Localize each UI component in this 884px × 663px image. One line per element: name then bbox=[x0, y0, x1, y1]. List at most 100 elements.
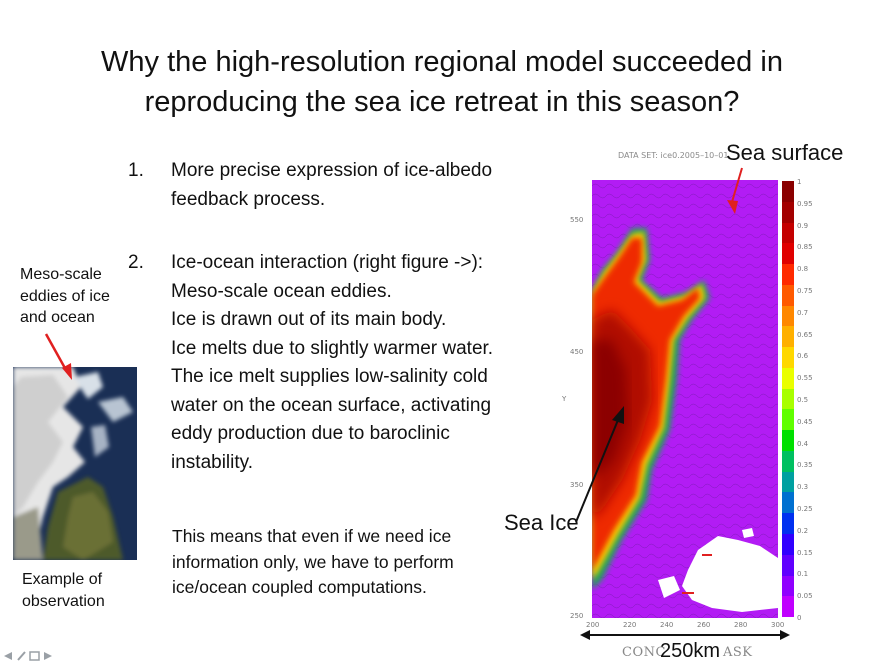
colorbar-segment bbox=[782, 492, 794, 514]
slide-title: Why the high-resolution regional model s… bbox=[0, 42, 884, 122]
x-tick-label: 220 bbox=[623, 621, 637, 629]
colorbar-segment bbox=[782, 513, 794, 535]
y-axis-letter: Y bbox=[562, 395, 567, 403]
observation-caption-bottom: Example of observation bbox=[22, 569, 105, 612]
colorbar-segment bbox=[782, 471, 794, 493]
point-2-line: instability. bbox=[171, 451, 254, 473]
colorbar-segment bbox=[782, 430, 794, 451]
x-tick-label: 260 bbox=[697, 621, 711, 629]
point-1-line: More precise expression of ice-albedo bbox=[171, 160, 493, 181]
y-tick-label: 350 bbox=[570, 481, 584, 489]
scale-label: 250km bbox=[660, 640, 721, 662]
colorbar-segment bbox=[782, 367, 794, 389]
colorbar-segment bbox=[782, 326, 794, 348]
slideshow-controls[interactable] bbox=[3, 651, 53, 661]
caption-line: eddies of ice bbox=[20, 287, 110, 305]
point-2-line: eddy production due to baroclinic bbox=[171, 423, 450, 444]
colorbar-segment bbox=[782, 181, 794, 202]
next-slide-icon[interactable] bbox=[42, 651, 53, 661]
pen-icon[interactable] bbox=[16, 651, 27, 661]
colorbar-tick-label: 0.75 bbox=[797, 287, 813, 295]
colorbar-segment bbox=[782, 284, 794, 306]
caption-line: and ocean bbox=[20, 309, 95, 326]
colorbar-tick-label: 0.65 bbox=[797, 330, 813, 339]
note-line: information only, we have to perform bbox=[172, 551, 454, 572]
point-2-line: Ice is drawn out of its main body. bbox=[171, 309, 447, 330]
colorbar-tick-label: 0.6 bbox=[797, 352, 809, 361]
colorbar-segment bbox=[782, 554, 794, 576]
colorbar-segment bbox=[782, 534, 794, 555]
title-line-1: Why the high-resolution regional model s… bbox=[101, 46, 783, 78]
annotation-sea-surface: Sea surface bbox=[726, 140, 844, 165]
colorbar-segment bbox=[782, 409, 794, 431]
colorbar-tick-label: 0.5 bbox=[797, 396, 809, 404]
bottom-variable-label: CONC bbox=[622, 645, 666, 660]
colorbar-tick-label: 0.3 bbox=[797, 483, 809, 492]
colorbar-segment bbox=[782, 450, 794, 472]
point-2-number: 2. bbox=[128, 252, 144, 273]
ice-concentration-map bbox=[592, 180, 778, 618]
y-tick-label: 450 bbox=[570, 348, 584, 356]
caption-line: Example of bbox=[22, 571, 103, 588]
scale-bar-icon bbox=[580, 630, 790, 640]
x-tick-label: 300 bbox=[771, 621, 785, 629]
colorbar-segment bbox=[782, 222, 794, 244]
conclusion-note: This means that even if we need ice info… bbox=[172, 524, 454, 601]
colorbar-tick-label: 0.35 bbox=[797, 461, 813, 470]
colorbar-tick-label: 0.2 bbox=[797, 526, 809, 535]
colorbar-tick-label: 0.4 bbox=[797, 439, 809, 448]
x-tick-label: 280 bbox=[734, 621, 748, 629]
colorbar-tick-label: 0.55 bbox=[797, 374, 813, 383]
colorbar-ticks: 1 0.95 0.9 0.85 0.8 0.75 0.7 0.65 0.6 0.55 0.5 0.45… bbox=[797, 178, 827, 622]
dataset-label: DATA SET: ice0.2005–10–01 bbox=[618, 151, 729, 160]
x-tick-label: 240 bbox=[660, 621, 674, 629]
note-line: ice/ocean coupled computations. bbox=[172, 577, 427, 597]
sea-ice-arrow-icon bbox=[575, 406, 624, 523]
annotation-sea-ice: Sea Ice bbox=[504, 510, 579, 535]
colorbar-tick-label: 0.8 bbox=[797, 265, 809, 274]
colorbar-tick-label: 0 bbox=[797, 614, 802, 622]
y-tick-label: 250 bbox=[570, 612, 584, 620]
point-1-line: feedback process. bbox=[171, 188, 326, 210]
colorbar-tick-label: 0.05 bbox=[797, 592, 813, 601]
colorbar-tick-label: 0.1 bbox=[797, 570, 809, 579]
point-1-text: More precise expression of ice-albedo fe… bbox=[171, 157, 492, 214]
colorbar-segment bbox=[782, 264, 794, 285]
model-figure: DATA SET: ice0.2005–10–01 550 450 350 25… bbox=[504, 140, 884, 663]
menu-icon[interactable] bbox=[29, 651, 40, 661]
y-tick-label: 550 bbox=[570, 216, 584, 224]
colorbar-tick-label: 0.7 bbox=[797, 308, 809, 317]
sea-surface-arrow-icon bbox=[727, 167, 743, 214]
colorbar-tick-label: 0.85 bbox=[797, 243, 813, 252]
x-tick-label: 200 bbox=[586, 621, 600, 629]
satellite-observation-image bbox=[13, 367, 137, 560]
point-2-line: Ice-ocean interaction (right figure ->): bbox=[171, 252, 484, 273]
colorbar-tick-label: 0.95 bbox=[797, 199, 813, 208]
colorbar-tick-label: 0.15 bbox=[797, 548, 813, 557]
point-2-line: water on the ocean surface, activating bbox=[171, 394, 492, 416]
point-2-line: The ice melt supplies low-salinity cold bbox=[171, 366, 488, 387]
bottom-variable-label-right: ASK bbox=[723, 645, 753, 660]
colorbar bbox=[782, 181, 794, 618]
point-2-line: Ice melts due to slightly warmer water. bbox=[171, 337, 494, 359]
colorbar-tick-label: 0.45 bbox=[797, 417, 813, 426]
colorbar-tick-label: 0.9 bbox=[797, 221, 809, 230]
colorbar-segment bbox=[782, 575, 794, 597]
colorbar-segment bbox=[782, 201, 794, 223]
previous-slide-icon[interactable] bbox=[3, 651, 14, 661]
note-line: This means that even if we need ice bbox=[172, 526, 452, 546]
caption-line: Meso-scale bbox=[20, 266, 102, 283]
colorbar-segment bbox=[782, 596, 794, 618]
colorbar-tick-label: 0.25 bbox=[797, 505, 813, 513]
colorbar-segment bbox=[782, 347, 794, 368]
colorbar-segment bbox=[782, 243, 794, 265]
colorbar-tick-label: 1 bbox=[797, 178, 802, 186]
observation-caption-top: Meso-scale eddies of ice and ocean bbox=[20, 264, 110, 329]
point-2-line: Meso-scale ocean eddies. bbox=[171, 280, 392, 302]
title-line-2: reproducing the sea ice retreat in this … bbox=[144, 86, 740, 118]
arrow-to-eddies-icon bbox=[44, 333, 72, 380]
colorbar-segment bbox=[782, 305, 794, 327]
point-1-number: 1. bbox=[128, 160, 144, 181]
caption-line: observation bbox=[22, 592, 105, 610]
colorbar-segment bbox=[782, 388, 794, 410]
